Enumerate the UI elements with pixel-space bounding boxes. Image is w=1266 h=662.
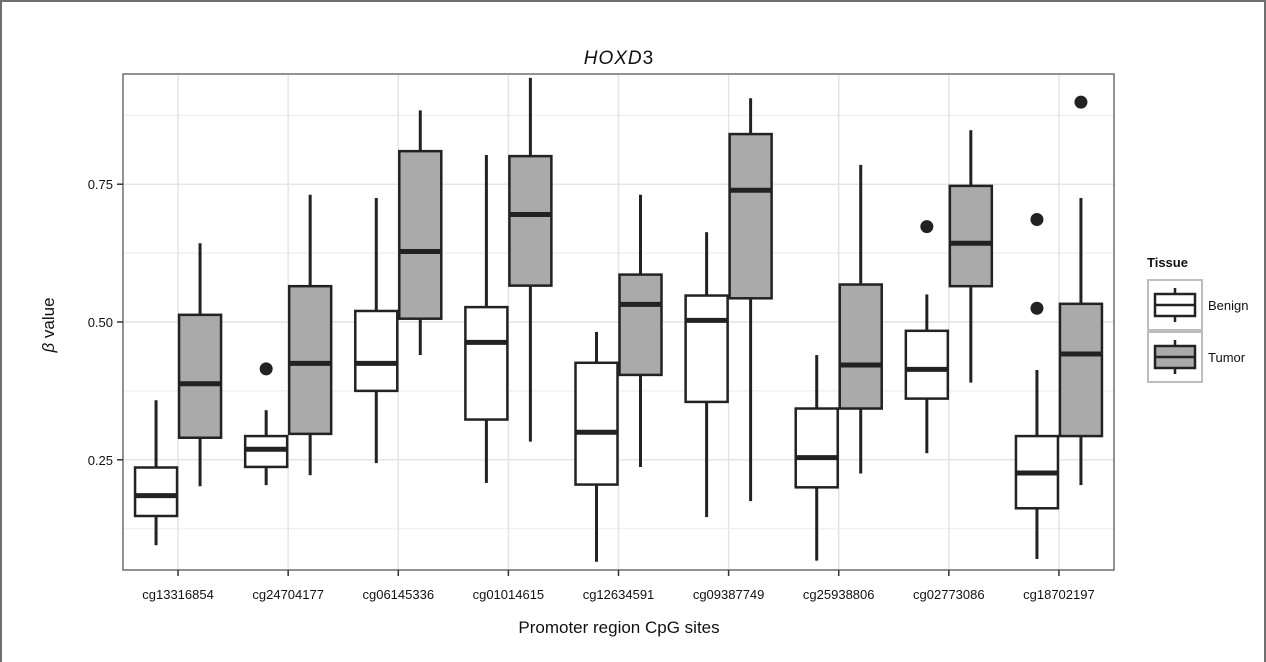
x-tick-label: cg24704177 <box>252 587 324 602</box>
legend-item-benign: Benign <box>1147 279 1248 331</box>
y-tick-label: 0.25 <box>88 453 113 468</box>
box-tumor-cg01014615 <box>508 77 553 442</box>
box-iqr <box>354 309 399 393</box>
box-benign-cg12634591 <box>574 331 619 562</box>
box-tumor-cg02773086 <box>948 130 994 383</box>
box-iqr <box>618 273 663 377</box>
box-iqr <box>464 305 509 421</box>
title-gene-name: HOXD <box>584 48 643 69</box>
legend: Tissue Benign Tumor <box>1147 255 1248 383</box>
outlier-point <box>1030 212 1044 226</box>
y-axis-unit: value <box>39 297 58 342</box>
box-iqr <box>948 184 994 288</box>
x-tick-label: cg12634591 <box>583 587 655 602</box>
box-tumor-cg13316854 <box>177 243 223 487</box>
box-benign-cg24704177 <box>243 362 289 486</box>
box-iqr <box>508 154 553 287</box>
box-benign-cg25938806 <box>794 355 839 561</box>
outlier-point <box>259 362 273 376</box>
legend-item-tumor: Tumor <box>1147 331 1246 383</box>
box-iqr <box>1058 302 1104 438</box>
x-tick-label: cg13316854 <box>142 587 214 602</box>
box-iqr <box>728 132 773 300</box>
box-benign-cg09387749 <box>684 232 729 518</box>
x-axis-title: Promoter region CpG sites <box>518 618 719 637</box>
box-benign-cg01014615 <box>464 155 509 483</box>
x-tick-label: cg09387749 <box>693 587 765 602</box>
box-layer <box>133 77 1104 562</box>
box-iqr <box>287 284 333 436</box>
box-iqr <box>133 466 179 518</box>
box-iqr <box>684 294 729 404</box>
box-iqr <box>177 313 223 439</box>
box-iqr <box>794 407 839 489</box>
box-tumor-cg06145336 <box>398 110 443 356</box>
chart-title: HOXD3 <box>584 48 654 69</box>
x-tick-label: cg06145336 <box>362 587 434 602</box>
box-tumor-cg24704177 <box>287 194 333 476</box>
x-axis: cg13316854 cg24704177 cg06145336 cg01014615… <box>142 570 1095 602</box>
x-tick-label: cg01014615 <box>473 587 545 602</box>
title-gene-number: 3 <box>643 48 655 69</box>
x-tick-label: cg25938806 <box>803 587 875 602</box>
box-tumor-cg09387749 <box>728 98 773 502</box>
box-tumor-cg12634591 <box>618 194 663 467</box>
y-tick-label: 0.50 <box>88 315 113 330</box>
box-benign-cg18702197 <box>1014 212 1060 559</box>
y-tick-label: 0.75 <box>88 177 113 192</box>
x-tick-label: cg18702197 <box>1023 587 1095 602</box>
box-iqr <box>904 329 950 400</box>
box-iqr <box>398 149 443 320</box>
box-benign-cg13316854 <box>133 400 179 546</box>
outlier-point <box>1030 301 1044 315</box>
legend-label: Benign <box>1208 298 1248 313</box>
box-benign-cg02773086 <box>904 220 950 454</box>
legend-label: Tumor <box>1208 350 1246 365</box>
y-axis-title: β value <box>39 297 58 353</box>
y-axis-symbol: β <box>39 343 58 354</box>
box-tumor-cg25938806 <box>838 164 883 474</box>
box-tumor-cg18702197 <box>1058 95 1104 486</box>
box-iqr <box>838 283 883 410</box>
outlier-point <box>1074 95 1088 109</box>
x-tick-label: cg02773086 <box>913 587 985 602</box>
legend-title: Tissue <box>1147 255 1188 270</box>
box-iqr <box>574 361 619 486</box>
box-benign-cg06145336 <box>354 198 399 464</box>
outlier-point <box>920 220 934 234</box>
